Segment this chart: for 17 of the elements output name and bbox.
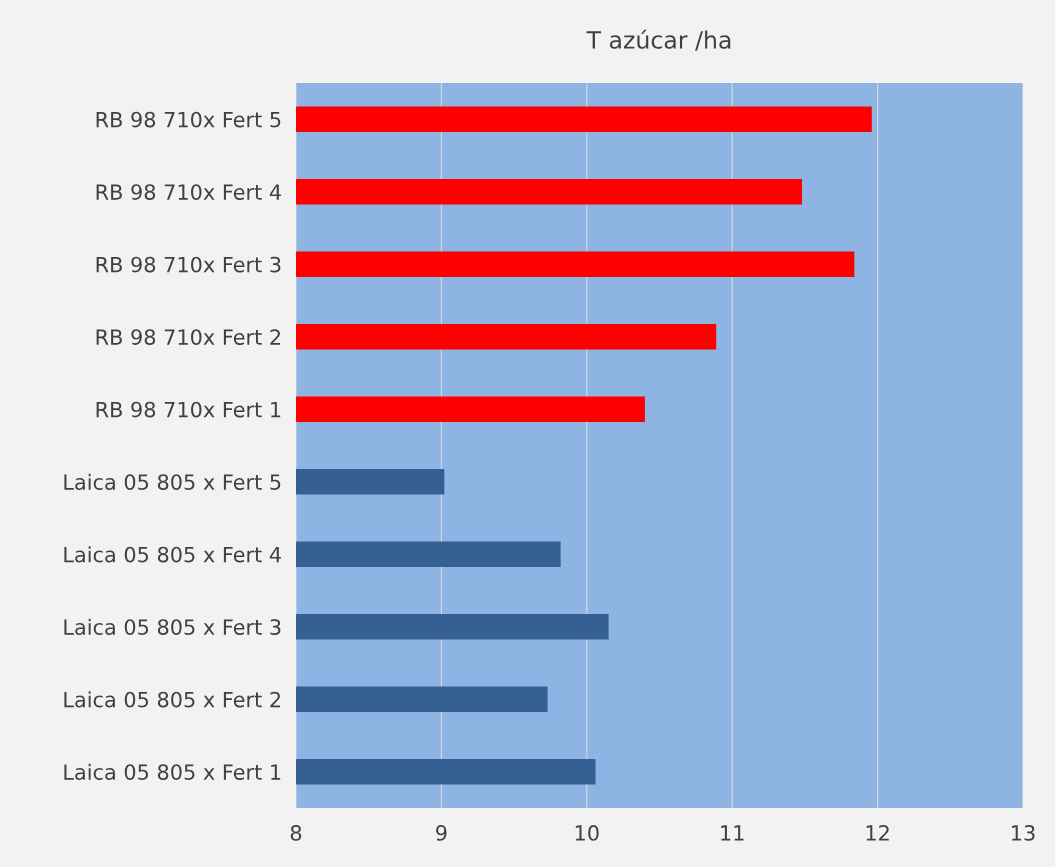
x-tick-label: 8 [290,825,302,841]
y-tick-label: RB 98 710x Fert 4 [96,184,281,200]
x-tick-label: 9 [436,825,447,841]
x-tick-label: 12 [866,825,889,841]
y-tick-label: Laica 05 805 x Fert 3 [64,618,281,635]
y-tick-label: RB 98 710x Fert 2 [96,329,281,345]
y-tick-label: Laica 05 805 x Fert 4 [64,546,281,563]
x-tick-label: 13 [1012,825,1035,841]
y-tick-label: Laica 05 805 x Fert 2 [64,691,281,708]
y-tick-label: RB 98 710x Fert 3 [96,256,281,273]
y-tick-label: RB 98 710x Fert 1 [96,401,281,418]
x-tick-label: 10 [575,825,599,841]
y-tick-label: Laica 05 805 x Fert 1 [64,763,281,780]
x-tick-label: 11 [721,825,744,841]
chart-title: T azúcar /ha [586,29,731,51]
y-tick-label: RB 98 710x Fert 5 [96,111,281,128]
y-tick-label: Laica 05 805 x Fert 5 [64,473,281,490]
